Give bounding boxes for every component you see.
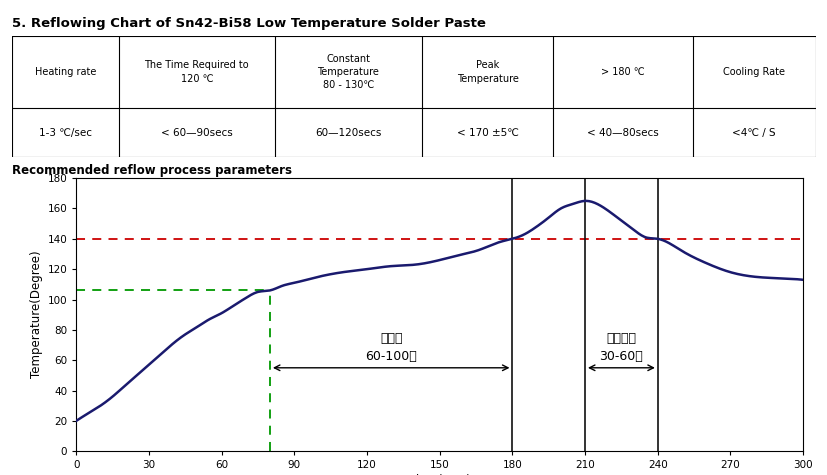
Text: The Time Required to
120 ℃: The Time Required to 120 ℃ xyxy=(145,60,249,84)
Text: 60-100秒: 60-100秒 xyxy=(365,350,417,363)
Text: < 170 ±5℃: < 170 ±5℃ xyxy=(457,127,518,138)
Text: < 40—80secs: < 40—80secs xyxy=(586,127,658,138)
Text: > 180 ℃: > 180 ℃ xyxy=(600,67,644,77)
Text: <4℃ / S: <4℃ / S xyxy=(731,127,775,138)
Y-axis label: Temperature(Degree): Temperature(Degree) xyxy=(31,251,43,379)
Text: Recommended reflow process parameters: Recommended reflow process parameters xyxy=(12,164,292,177)
Text: 30-60秒: 30-60秒 xyxy=(599,350,643,363)
Text: 回流焊区: 回流焊区 xyxy=(605,332,636,345)
Text: 60—120secs: 60—120secs xyxy=(315,127,381,138)
Text: Peak
Temperature: Peak Temperature xyxy=(457,60,518,84)
Text: < 60—90secs: < 60—90secs xyxy=(160,127,232,138)
Text: Constant
Temperature
80 - 130℃: Constant Temperature 80 - 130℃ xyxy=(317,54,379,90)
Text: Cooling Rate: Cooling Rate xyxy=(722,67,784,77)
Text: 5. Reflowing Chart of Sn42-Bi58 Low Temperature Solder Paste: 5. Reflowing Chart of Sn42-Bi58 Low Temp… xyxy=(12,17,485,29)
Text: 保温区: 保温区 xyxy=(380,332,402,345)
Text: Heating rate: Heating rate xyxy=(35,67,96,77)
Text: 1-3 ℃/sec: 1-3 ℃/sec xyxy=(39,127,92,138)
